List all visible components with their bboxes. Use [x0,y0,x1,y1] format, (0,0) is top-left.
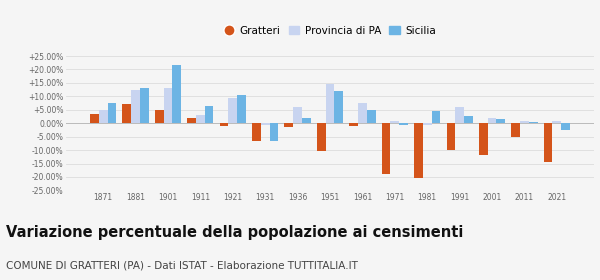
Bar [399,123,408,125]
Bar [269,123,278,141]
Bar [172,66,181,123]
Legend: Gratteri, Provincia di PA, Sicilia: Gratteri, Provincia di PA, Sicilia [222,24,438,38]
Bar [317,123,326,151]
Bar [99,110,107,123]
Bar [561,123,570,130]
Bar [349,123,358,126]
Bar [391,120,399,123]
Bar [261,123,269,125]
Bar [382,123,391,174]
Bar [529,122,538,123]
Bar [122,104,131,123]
Bar [155,110,164,123]
Bar [302,118,311,123]
Bar [196,115,205,123]
Bar [131,90,140,123]
Bar [414,123,423,178]
Bar [553,120,561,123]
Bar [431,111,440,123]
Bar [252,123,261,141]
Bar [488,118,496,123]
Bar [520,120,529,123]
Bar [220,123,229,126]
Bar [358,103,367,123]
Bar [284,123,293,127]
Bar [511,123,520,137]
Bar [90,114,99,123]
Bar [237,95,246,123]
Bar [326,84,334,123]
Text: Variazione percentuale della popolazione ai censimenti: Variazione percentuale della popolazione… [6,225,463,241]
Bar [107,103,116,123]
Bar [164,88,172,123]
Bar [293,107,302,123]
Bar [205,106,214,123]
Bar [544,123,553,162]
Bar [423,123,431,125]
Bar [187,118,196,123]
Bar [367,110,376,123]
Bar [229,98,237,123]
Bar [455,107,464,123]
Bar [496,119,505,123]
Bar [140,88,149,123]
Bar [479,123,488,155]
Bar [464,116,473,123]
Bar [334,91,343,123]
Bar [446,123,455,150]
Text: COMUNE DI GRATTERI (PA) - Dati ISTAT - Elaborazione TUTTITALIA.IT: COMUNE DI GRATTERI (PA) - Dati ISTAT - E… [6,260,358,270]
